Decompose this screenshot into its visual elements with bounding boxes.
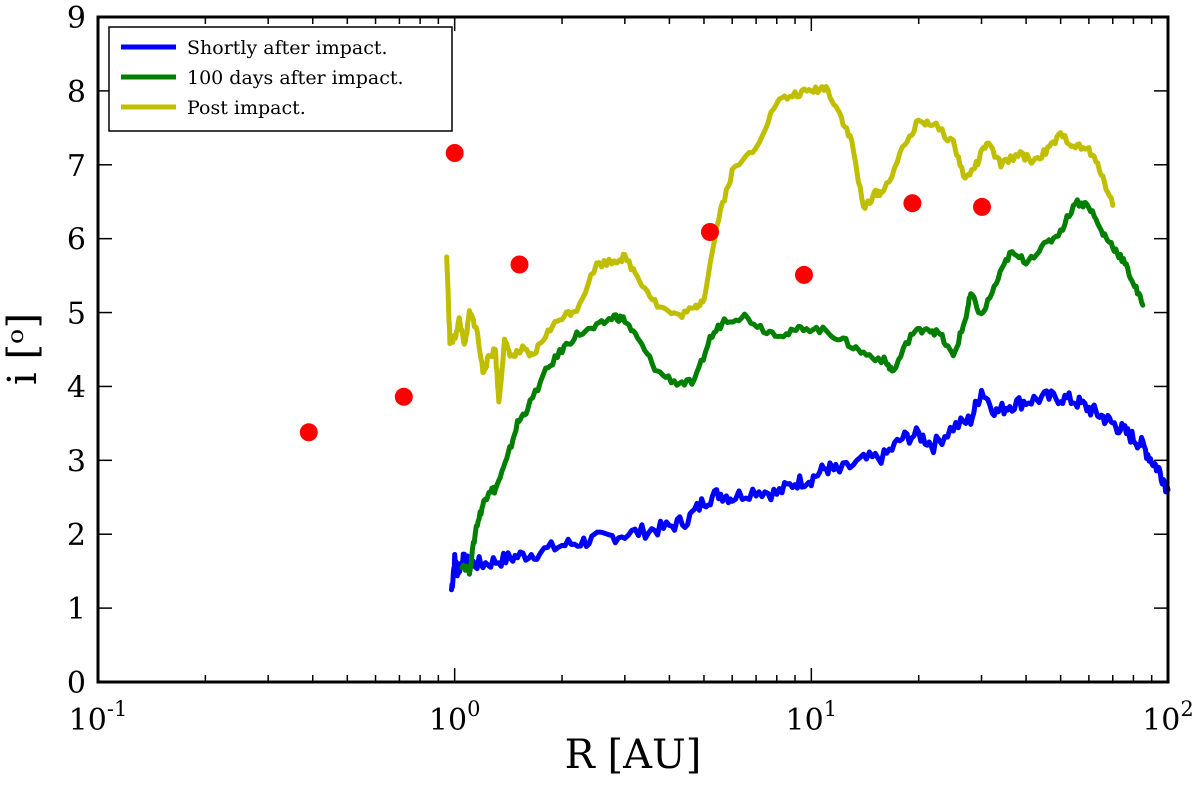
series-line-1 bbox=[449, 387, 1171, 593]
x-tick-label: 101 bbox=[786, 697, 838, 738]
y-tick-label: 1 bbox=[67, 592, 86, 627]
x-axis-title: R [AU] bbox=[565, 732, 702, 778]
planet-point bbox=[445, 144, 464, 162]
tick-labels: 0 1 2 3 4 5 6 7 8 9 10-1 100 101 102 bbox=[67, 1, 1194, 738]
x-tick-label: 102 bbox=[1142, 697, 1194, 738]
y-tick-label: 0 bbox=[67, 666, 86, 701]
legend-label-2: 100 days after impact. bbox=[187, 67, 404, 89]
planet-point bbox=[299, 423, 318, 442]
legend-label-1: Shortly after impact. bbox=[187, 37, 388, 59]
y-tick-label: 7 bbox=[67, 149, 86, 184]
plot-frame bbox=[96, 15, 1170, 684]
series-layer bbox=[444, 84, 1171, 593]
y-tick-label: 4 bbox=[67, 370, 86, 405]
planet-point bbox=[973, 197, 991, 216]
y-tick-label: 3 bbox=[67, 444, 86, 479]
y-tick-label: 6 bbox=[67, 223, 86, 258]
series-line-3 bbox=[444, 84, 1116, 405]
planet-point bbox=[903, 194, 922, 213]
planet-point bbox=[510, 255, 529, 274]
y-tick-label: 9 bbox=[67, 1, 86, 36]
x-tick-label: 100 bbox=[429, 697, 481, 738]
y-tick-label: 8 bbox=[67, 75, 86, 110]
planet-points bbox=[299, 144, 991, 442]
legend-label-3: Post impact. bbox=[187, 97, 306, 119]
y-axis-title: i [ᵒ] bbox=[0, 313, 46, 385]
x-tick-label: 10-1 bbox=[69, 697, 128, 738]
series-line-2 bbox=[459, 197, 1146, 577]
legend: Shortly after impact. 100 days after impa… bbox=[108, 26, 453, 132]
y-tick-label: 5 bbox=[67, 297, 86, 332]
planet-point bbox=[394, 387, 413, 406]
y-tick-label: 2 bbox=[67, 518, 86, 553]
planet-point bbox=[795, 265, 813, 284]
planet-point bbox=[701, 223, 719, 241]
